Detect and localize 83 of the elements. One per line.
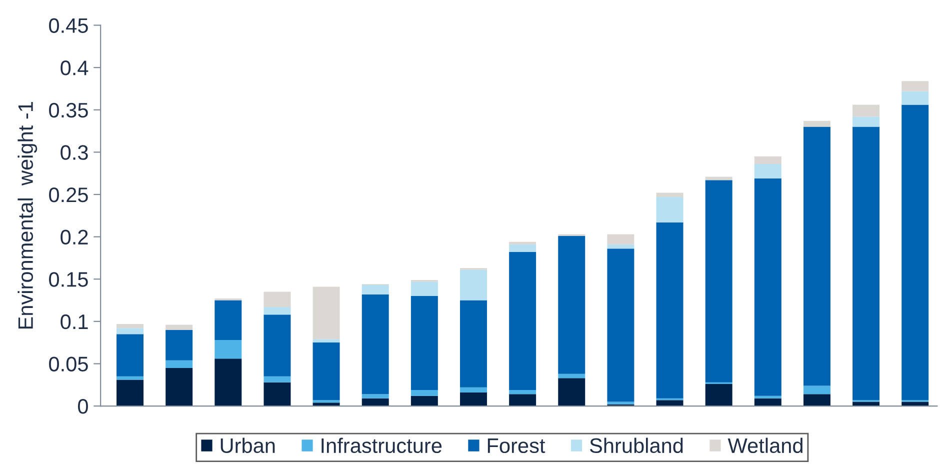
bar bbox=[705, 176, 732, 180]
bar bbox=[754, 164, 782, 178]
bar bbox=[607, 248, 634, 402]
bar bbox=[264, 376, 291, 382]
bar bbox=[754, 156, 782, 164]
bar bbox=[607, 244, 634, 249]
legend-label: Forest bbox=[488, 438, 546, 454]
bar bbox=[607, 234, 634, 244]
bar bbox=[902, 104, 929, 400]
y-tick-label: 0.2 bbox=[60, 230, 88, 245]
bar bbox=[558, 378, 586, 406]
bar bbox=[362, 394, 389, 398]
bar bbox=[656, 197, 684, 222]
bar bbox=[166, 360, 193, 368]
bar bbox=[460, 387, 487, 392]
bar bbox=[705, 180, 732, 382]
bar bbox=[116, 380, 144, 406]
y-tick-label: 0.3 bbox=[60, 145, 88, 160]
bar bbox=[656, 400, 684, 406]
bar bbox=[460, 270, 487, 300]
bar bbox=[754, 398, 782, 406]
y-tick-label: 0.35 bbox=[49, 102, 88, 118]
bar bbox=[116, 376, 144, 380]
bar bbox=[116, 334, 144, 376]
bar bbox=[166, 330, 193, 360]
bar bbox=[312, 400, 340, 403]
y-tick-label: 0.45 bbox=[49, 18, 88, 33]
bar bbox=[362, 398, 389, 406]
bar bbox=[166, 368, 193, 406]
bar bbox=[754, 396, 782, 398]
bar bbox=[509, 242, 536, 244]
bar bbox=[656, 192, 684, 198]
legend-label: Urban bbox=[220, 438, 275, 454]
bar bbox=[852, 104, 880, 117]
bar bbox=[558, 374, 586, 378]
bar bbox=[509, 244, 536, 252]
bar bbox=[803, 120, 830, 127]
bar bbox=[509, 390, 536, 394]
bar bbox=[607, 402, 634, 404]
bar bbox=[902, 81, 929, 92]
legend-label: Wetland bbox=[728, 438, 802, 454]
bar bbox=[410, 396, 438, 406]
y-tick-label: 0 bbox=[78, 399, 88, 414]
bar bbox=[410, 296, 438, 390]
y-tick-label: 0.05 bbox=[49, 356, 88, 372]
bar bbox=[852, 116, 880, 127]
legend-label: Infrastructure bbox=[322, 438, 442, 454]
bar bbox=[214, 340, 242, 359]
bar bbox=[852, 126, 880, 400]
bar bbox=[705, 384, 732, 406]
bar bbox=[803, 126, 830, 386]
bar bbox=[214, 300, 242, 340]
bar bbox=[410, 390, 438, 396]
bar bbox=[410, 282, 438, 296]
y-tick-label: 0.1 bbox=[60, 314, 88, 330]
bar bbox=[803, 386, 830, 394]
legend-label: Shrubland bbox=[590, 438, 683, 454]
bar bbox=[803, 394, 830, 406]
bar bbox=[312, 286, 340, 340]
bar bbox=[312, 339, 340, 343]
bar bbox=[312, 342, 340, 400]
bar bbox=[558, 236, 586, 374]
bar bbox=[362, 285, 389, 294]
bar bbox=[264, 307, 291, 315]
y-tick-label: 0.4 bbox=[60, 60, 88, 76]
bar bbox=[264, 292, 291, 308]
bar bbox=[166, 324, 193, 330]
bar bbox=[264, 382, 291, 406]
bar bbox=[460, 392, 487, 406]
bar bbox=[656, 222, 684, 398]
bar bbox=[460, 300, 487, 388]
bar bbox=[509, 394, 536, 406]
bar bbox=[264, 314, 291, 376]
y-tick-label: 0.15 bbox=[49, 272, 88, 287]
bar bbox=[214, 358, 242, 406]
y-axis-title: Environmental weight -1 bbox=[18, 102, 38, 329]
y-tick-label: 0.25 bbox=[49, 187, 88, 202]
bar bbox=[116, 328, 144, 334]
bar bbox=[754, 178, 782, 396]
bar bbox=[509, 252, 536, 390]
bar bbox=[902, 91, 929, 105]
bar bbox=[116, 324, 144, 328]
bar bbox=[362, 294, 389, 394]
